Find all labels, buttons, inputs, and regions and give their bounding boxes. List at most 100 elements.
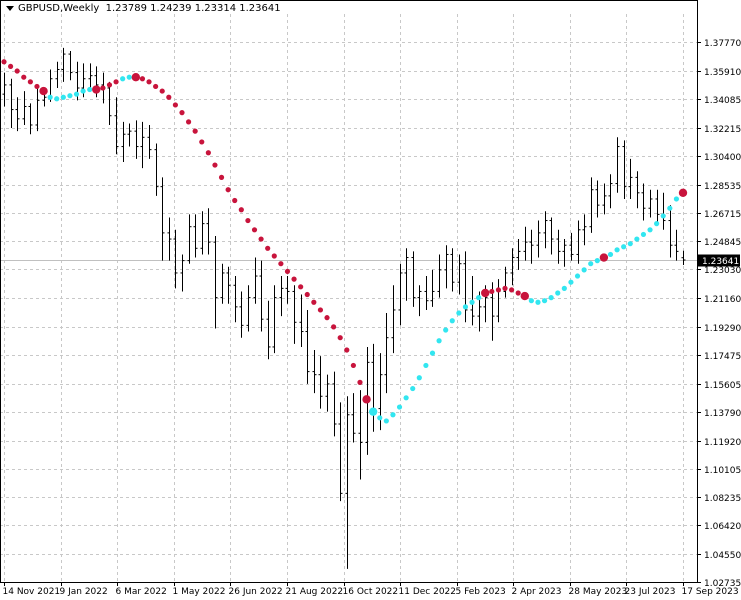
ohlc-bar <box>206 208 211 255</box>
ohlc-bar <box>226 266 231 304</box>
uptrend-dot <box>396 404 403 410</box>
ohlc-bar <box>661 192 666 230</box>
ohlc-bar <box>213 235 218 329</box>
downtrend-dot <box>218 174 225 180</box>
ohlc-bar <box>121 121 126 162</box>
ohlc-bar <box>582 214 587 246</box>
y-tick-label: 1.04550 <box>704 551 741 561</box>
downtrend-dot <box>21 74 27 80</box>
y-tick-label: 1.34085 <box>704 96 741 106</box>
ohlc-bar <box>154 143 159 196</box>
uptrend-dot <box>87 86 93 93</box>
uptrend-dot <box>574 273 581 279</box>
uptrend-dot <box>462 304 469 310</box>
dropdown-triangle-icon[interactable] <box>6 6 14 11</box>
x-tick-label: 6 Mar 2022 <box>116 587 167 597</box>
uptrend-dot <box>621 244 627 250</box>
ohlc-bar <box>332 371 337 437</box>
downtrend-dot <box>357 379 363 385</box>
ohlc-bar <box>253 257 258 304</box>
ohlc-bar <box>543 211 548 249</box>
ohlc-bar <box>15 97 20 132</box>
uptrend-dot <box>403 395 409 401</box>
ohlc-bar <box>371 343 376 432</box>
uptrend-dot <box>654 221 660 227</box>
downtrend-dot <box>34 83 40 90</box>
uptrend-dot <box>429 350 436 356</box>
uptrend-dot <box>390 412 396 418</box>
y-tick-label: 1.02735 <box>704 579 741 589</box>
ohlc-readout: 1.23789 1.24239 1.23314 1.23641 <box>105 3 281 14</box>
downtrend-dot <box>238 207 244 213</box>
ohlc-bar <box>9 78 14 129</box>
ohlc-bar <box>641 183 646 221</box>
downtrend-dot <box>39 86 48 96</box>
uptrend-dot <box>640 231 647 238</box>
downtrend-dot <box>317 307 324 313</box>
x-tick-label: 5 Feb 2023 <box>456 587 506 597</box>
ohlc-bar <box>200 211 205 255</box>
downtrend-dot <box>212 162 218 168</box>
ohlc-bar <box>193 214 198 258</box>
downtrend-dot <box>159 88 165 94</box>
downtrend-dot <box>106 82 113 88</box>
chart-grid <box>0 14 697 583</box>
x-tick-label: 11 Dec 2022 <box>399 587 457 597</box>
ohlc-bar <box>318 356 323 409</box>
uptrend-dot <box>80 88 86 94</box>
ohlc-bar <box>305 309 310 384</box>
downtrend-dot <box>14 68 20 74</box>
downtrend-dot <box>515 290 521 296</box>
current-price-label: 1.23641 <box>698 254 740 267</box>
ohlc-bar <box>127 123 132 147</box>
ohlc-bar <box>569 232 574 261</box>
ohlc-bar <box>140 121 145 169</box>
uptrend-dot <box>456 310 462 316</box>
symbol-label: GBPUSD,Weekly <box>18 3 100 14</box>
ohlc-bar <box>345 396 350 569</box>
uptrend-dot <box>541 298 548 304</box>
uptrend-dot <box>476 295 482 301</box>
ohlc-bar <box>496 279 501 323</box>
ohlc-bar <box>510 248 515 286</box>
ohlc-bar <box>398 263 403 326</box>
y-tick-label: 1.24845 <box>704 238 741 248</box>
ohlc-bar <box>430 269 435 307</box>
ohlc-bar <box>2 72 7 107</box>
ohlc-bar <box>444 245 449 289</box>
uptrend-dot <box>449 318 455 324</box>
ohlc-bar <box>246 285 251 332</box>
y-tick-label: 1.35910 <box>704 68 741 78</box>
ohlc-bar <box>299 294 304 347</box>
ohlc-bar <box>417 285 422 317</box>
ohlc-bar <box>285 276 290 304</box>
downtrend-dot <box>166 94 172 100</box>
uptrend-dot <box>673 196 680 202</box>
downtrend-dot <box>284 268 291 275</box>
ohlc-bar <box>55 61 60 88</box>
uptrend-dot <box>647 227 653 233</box>
uptrend-dot <box>588 261 594 267</box>
price-axis: 1.37770 1.35910 1.34085 1.32215 1.30400 1.285… <box>697 39 741 589</box>
ohlc-bar <box>147 124 152 159</box>
x-tick-label: 21 Aug 2022 <box>286 587 344 597</box>
ohlc-bar <box>338 402 343 502</box>
chart-header: GBPUSD,Weekly 1.23789 1.24239 1.23314 1.… <box>6 3 281 15</box>
y-tick-label: 1.10105 <box>704 466 741 476</box>
uptrend-dot <box>67 93 73 99</box>
downtrend-dot <box>100 85 106 91</box>
uptrend-dot <box>126 74 132 80</box>
ohlc-bar <box>384 313 389 394</box>
uptrend-dot <box>568 279 574 285</box>
uptrend-dot <box>667 205 673 211</box>
y-tick-label: 1.17475 <box>704 352 741 362</box>
downtrend-dot <box>278 261 284 267</box>
y-tick-label: 1.06420 <box>704 522 741 532</box>
downtrend-dot <box>172 102 178 108</box>
downtrend-dot <box>92 85 101 94</box>
ohlc-bar <box>325 374 330 412</box>
uptrend-dot <box>614 247 620 253</box>
uptrend-dot <box>423 362 429 369</box>
uptrend-dot <box>368 407 378 416</box>
